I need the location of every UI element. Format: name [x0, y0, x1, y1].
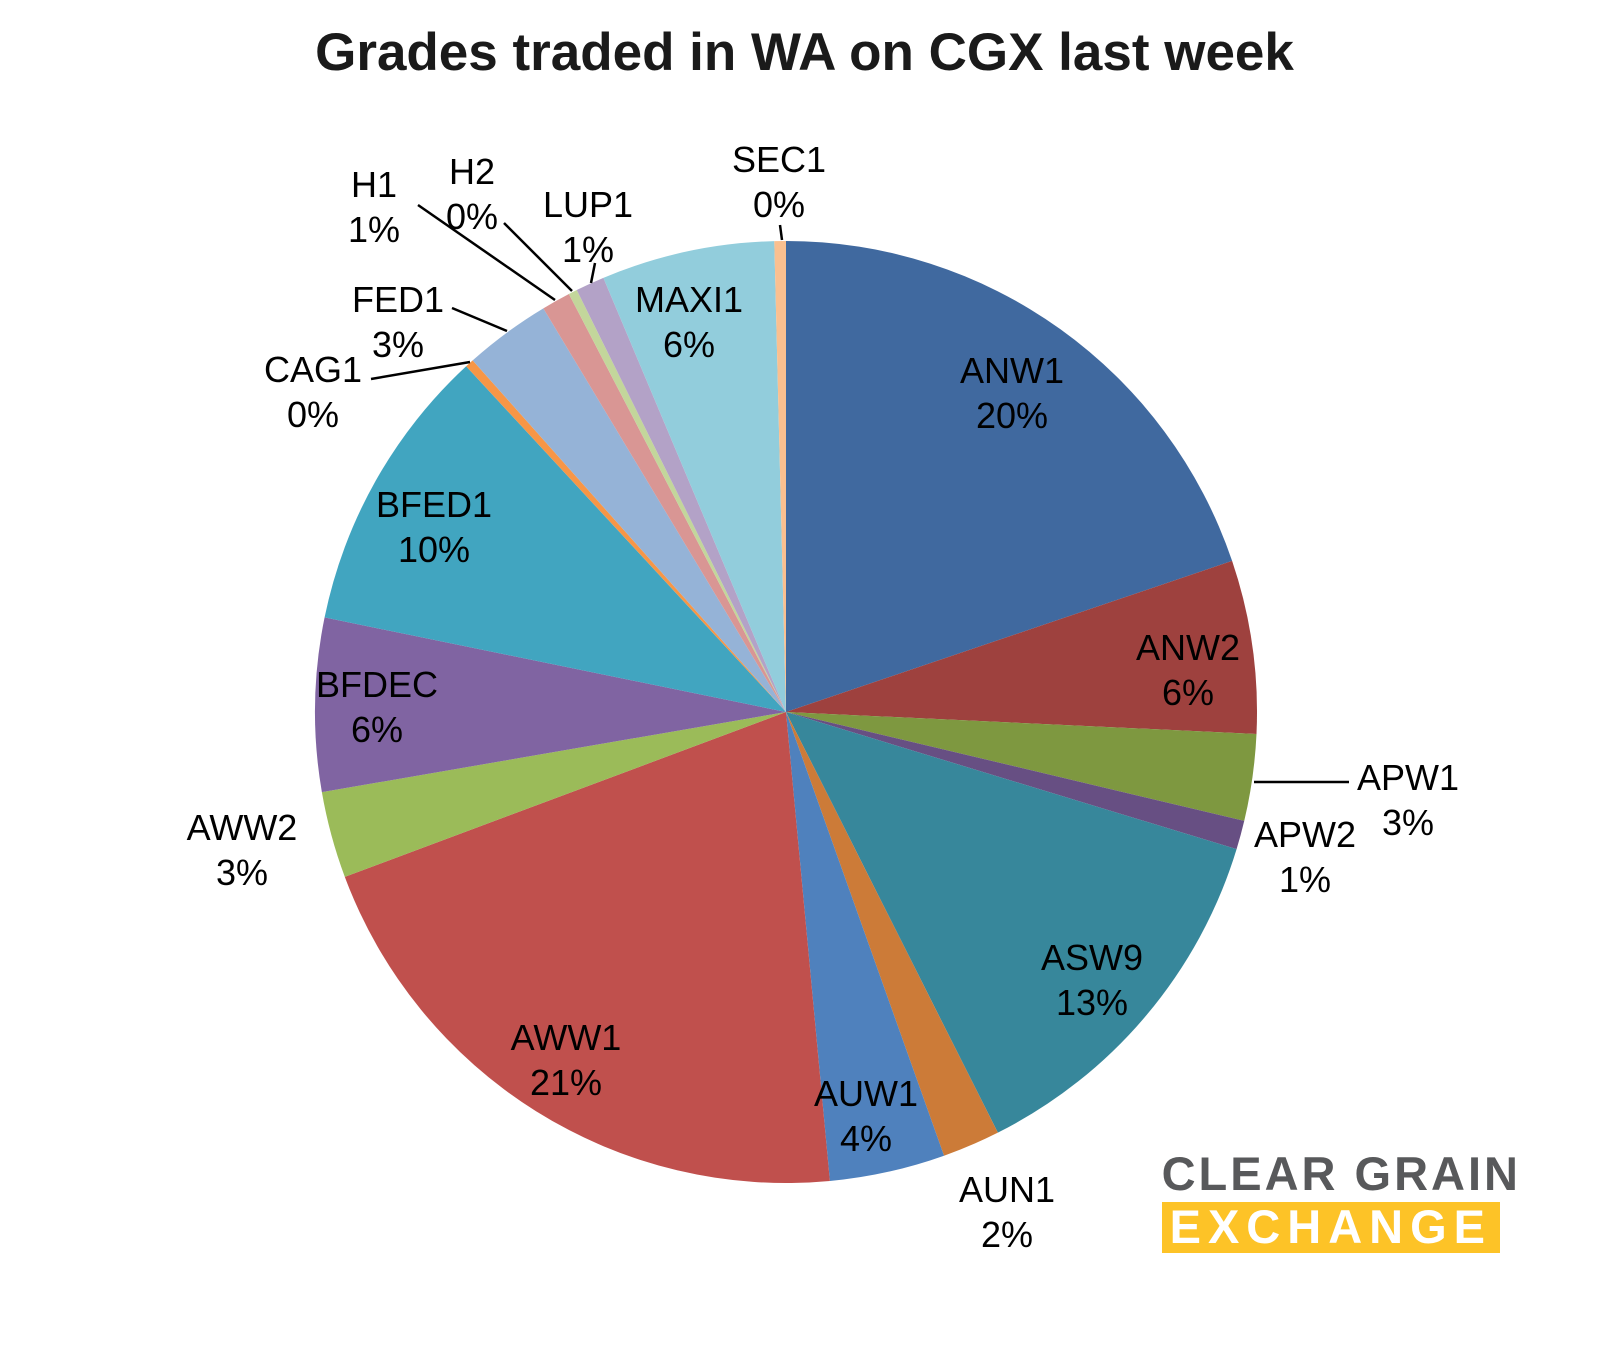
pie-slice-BFED1 — [324, 366, 786, 712]
slice-label-H1: H1 1% — [348, 164, 400, 250]
pie-slice-ANW2 — [786, 560, 1258, 734]
slice-label-ASW9: ASW9 13% — [1041, 937, 1143, 1023]
slice-label-CAG1: CAG1 0% — [264, 349, 362, 435]
leader-line-CAG1 — [370, 360, 471, 381]
slice-label-APW1: APW1 3% — [1357, 757, 1459, 843]
pie-slice-LUP1 — [576, 277, 786, 712]
pie-slice-AUN1 — [786, 712, 998, 1156]
pie-slice-SEC1 — [774, 241, 786, 712]
pie-slice-APW2 — [786, 712, 1245, 850]
slice-label-BFDEC: BFDEC 6% — [316, 664, 438, 750]
slice-label-AWW2: AWW2 3% — [187, 807, 298, 893]
pie-slice-AWW2 — [321, 712, 786, 877]
slice-label-MAXI1: MAXI1 6% — [635, 279, 743, 365]
slice-label-H2: H2 0% — [446, 151, 498, 237]
slice-label-AWW1: AWW1 21% — [511, 1017, 622, 1103]
slice-label-AUW1: AUW1 4% — [814, 1073, 918, 1159]
slice-label-BFED1: BFED1 10% — [376, 484, 492, 570]
pie-slice-BFDEC — [315, 617, 786, 793]
slice-label-FED1: FED1 3% — [352, 279, 444, 365]
pie-slice-H1 — [543, 294, 786, 712]
slice-label-ANW1: ANW1 20% — [960, 350, 1064, 436]
chart-title: Grades traded in WA on CGX last week — [315, 23, 1294, 82]
pie-slice-ASW9 — [786, 712, 1237, 1133]
cgx-logo: CLEAR GRAIN EXCHANGE — [1161, 1147, 1521, 1253]
slice-label-SEC1: SEC1 0% — [732, 139, 826, 225]
pie-slice-CAG1 — [466, 360, 786, 712]
pie-slice-APW1 — [786, 712, 1257, 821]
leader-line-LUP1 — [589, 262, 597, 284]
pie-slice-FED1 — [472, 308, 786, 712]
leader-line-FED1 — [451, 306, 508, 333]
slice-label-ANW2: ANW2 6% — [1136, 627, 1240, 713]
leader-line-H2 — [503, 222, 573, 292]
logo-text-clear-grain: CLEAR GRAIN — [1161, 1147, 1521, 1200]
pie-slice-ANW1 — [786, 241, 1233, 712]
pie-slice-AWW1 — [344, 712, 830, 1183]
pie-slice-H2 — [568, 290, 786, 712]
leader-line-H1 — [417, 203, 556, 302]
pie-slice-MAXI1 — [603, 241, 786, 712]
leader-line-SEC1 — [778, 224, 784, 241]
pie-slice-AUW1 — [786, 712, 945, 1181]
slice-label-APW2: APW2 1% — [1254, 814, 1356, 900]
logo-text-exchange: EXCHANGE — [1161, 1202, 1500, 1253]
slice-label-LUP1: LUP1 1% — [543, 184, 633, 270]
slice-label-AUN1: AUN1 2% — [959, 1169, 1055, 1255]
